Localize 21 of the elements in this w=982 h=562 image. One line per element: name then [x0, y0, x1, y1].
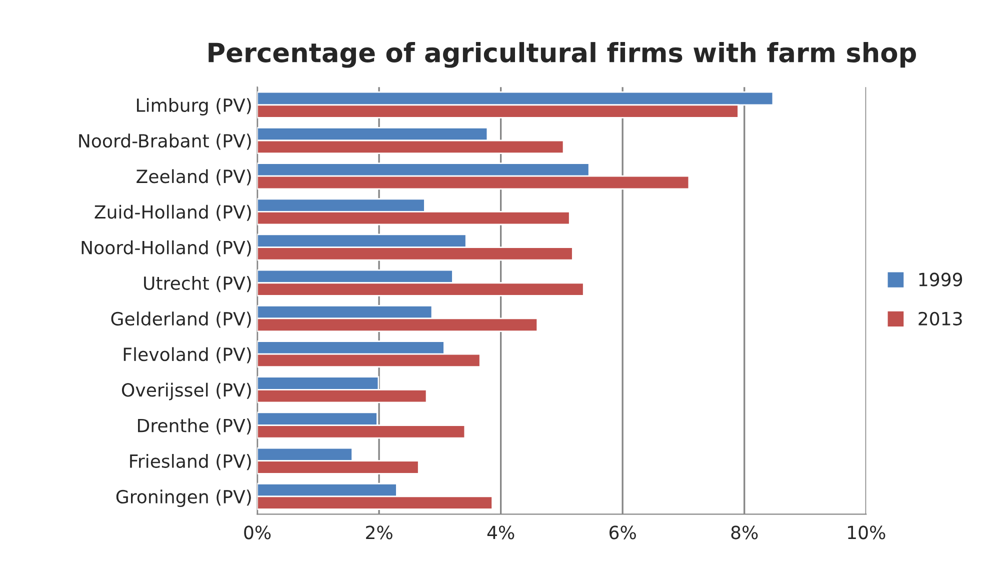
y-tick-label: Zeeland (PV)	[136, 169, 251, 186]
y-tick-label: Drenthe (PV)	[138, 418, 251, 434]
y-tick-label: Noord-Brabant (PV)	[79, 134, 251, 150]
y-tick-label: Zuid-Holland (PV)	[94, 204, 251, 221]
x-tick-label: 6%	[610, 526, 636, 540]
y-tick-label: Friesland (PV)	[130, 454, 251, 470]
y-tick-label: Utrecht (PV)	[144, 276, 251, 292]
x-tick-label: 8%	[731, 526, 758, 540]
y-tick-label: Overijssel (PV)	[122, 382, 251, 400]
y-tick-label: Limburg (PV)	[136, 98, 251, 116]
legend-label: 1999	[919, 272, 962, 286]
y-tick-label: Flevoland (PV)	[124, 347, 251, 364]
legend-label: 2013	[918, 312, 962, 326]
chart-title: Percentage of agricultural firms with farm shop	[208, 42, 916, 68]
x-tick-label: 0%	[244, 526, 271, 540]
x-tick-label: 4%	[487, 526, 514, 540]
y-tick-label: Noord-Holland (PV)	[82, 240, 251, 257]
x-tick-label: 2%	[366, 526, 392, 540]
y-tick-label: Gelderland (PV)	[111, 312, 251, 328]
x-tick-label: 10%	[848, 526, 886, 540]
y-tick-label: Groningen (PV)	[116, 490, 251, 508]
